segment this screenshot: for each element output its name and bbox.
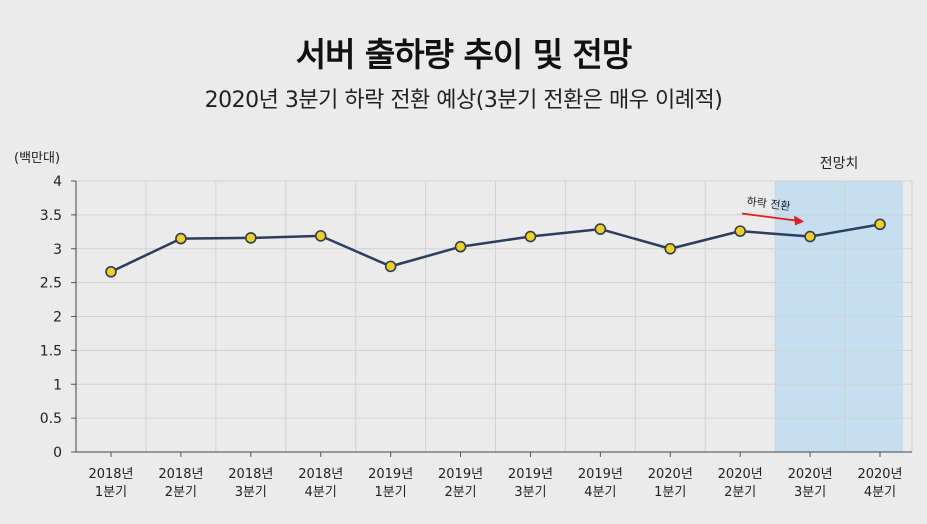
x-tick-label: 1분기 <box>95 485 127 500</box>
chart-title: 서버 출하량 추이 및 전망 <box>295 35 633 74</box>
y-tick-label: 1 <box>53 377 62 393</box>
forecast-label: 전망치 <box>820 156 859 172</box>
x-tick-label: 2020년 <box>857 467 902 482</box>
x-tick-label: 3분기 <box>235 485 267 500</box>
x-tick-label: 4분기 <box>305 485 337 500</box>
data-point <box>175 232 187 245</box>
data-point <box>664 242 677 255</box>
data-point <box>454 240 467 253</box>
x-tick-label: 2018년 <box>228 467 273 482</box>
x-tick-label: 2020년 <box>718 467 763 482</box>
data-point <box>384 260 397 273</box>
y-unit-label: (백만대) <box>14 151 60 166</box>
x-tick-label: 2018년 <box>88 467 133 482</box>
y-tick-label: 1.5 <box>40 343 62 359</box>
x-tick-label: 4분기 <box>584 485 616 500</box>
data-point <box>594 223 607 235</box>
x-tick-label: 2020년 <box>648 467 693 482</box>
y-tick-label: 2 <box>53 310 62 326</box>
x-tick-label: 2019년 <box>508 467 553 482</box>
x-tick-label: 2018년 <box>158 467 203 482</box>
x-tick-label: 3분기 <box>794 485 826 500</box>
annotation-label: 하락 전환 <box>746 194 791 213</box>
y-tick-label: 3 <box>53 242 62 258</box>
y-tick-label: 4 <box>53 174 62 190</box>
data-point <box>804 230 816 243</box>
data-point <box>105 265 117 278</box>
y-tick-label: 0.5 <box>40 411 62 427</box>
data-point <box>524 230 537 243</box>
data-point <box>874 218 886 231</box>
annotation-arrowhead <box>794 215 805 226</box>
x-tick-label: 2018년 <box>298 467 343 482</box>
y-tick-label: 2.5 <box>40 276 62 292</box>
series-line <box>110 223 881 273</box>
data-point <box>245 232 257 244</box>
chart-subtitle: 2020년 3분기 하락 전환 예상(3분기 전환은 매우 이례적) <box>204 88 723 113</box>
x-tick-label: 2분기 <box>165 485 197 500</box>
x-tick-label: 1분기 <box>654 485 686 500</box>
x-tick-label: 4분기 <box>864 485 896 500</box>
x-tick-label: 2019년 <box>578 467 623 482</box>
x-tick-label: 1분기 <box>375 485 407 500</box>
y-tick-label: 0 <box>53 445 62 461</box>
x-tick-label: 2019년 <box>368 467 413 482</box>
x-tick-label: 2019년 <box>438 467 483 482</box>
data-point <box>734 225 746 237</box>
x-tick-label: 2분기 <box>724 485 756 500</box>
y-tick-label: 3.5 <box>40 208 62 224</box>
x-tick-label: 3분기 <box>514 485 546 500</box>
data-point <box>314 230 327 242</box>
annotation-arrow <box>741 212 797 222</box>
x-tick-label: 2분기 <box>444 485 476 500</box>
x-tick-label: 2020년 <box>788 467 833 482</box>
